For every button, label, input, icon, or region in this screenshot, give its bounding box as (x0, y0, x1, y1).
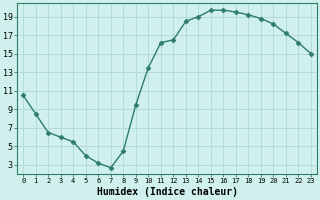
X-axis label: Humidex (Indice chaleur): Humidex (Indice chaleur) (97, 187, 237, 197)
